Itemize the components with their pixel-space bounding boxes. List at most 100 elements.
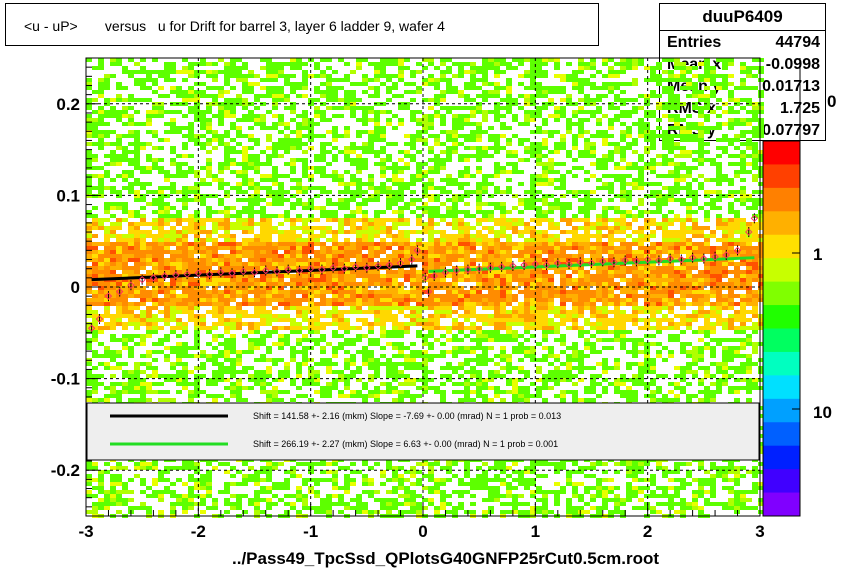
heatmap-cell — [368, 350, 374, 354]
heatmap-cell — [398, 298, 404, 302]
heatmap-cell — [266, 202, 272, 206]
heatmap-cell — [368, 282, 374, 286]
heatmap-cell — [284, 362, 290, 366]
heatmap-cell — [134, 142, 140, 146]
heatmap-cell — [392, 466, 398, 470]
heatmap-cell — [224, 182, 230, 186]
heatmap-cell — [152, 254, 158, 258]
heatmap-cell — [302, 222, 308, 226]
heatmap-cell — [332, 250, 338, 254]
heatmap-cell — [236, 302, 242, 306]
heatmap-cell — [86, 130, 92, 134]
heatmap-cell — [464, 466, 470, 470]
heatmap-cell — [206, 194, 212, 198]
heatmap-cell — [248, 378, 254, 382]
heatmap-cell — [422, 498, 428, 502]
heatmap-cell — [188, 218, 194, 222]
heatmap-cell — [464, 482, 470, 486]
heatmap-cell — [206, 486, 212, 490]
heatmap-cell — [410, 250, 416, 254]
heatmap-cell — [344, 146, 350, 150]
heatmap-cell — [356, 370, 362, 374]
heatmap-cell — [380, 282, 386, 286]
heatmap-cell — [482, 354, 488, 358]
heatmap-cell — [218, 462, 224, 466]
heatmap-cell — [410, 254, 416, 258]
heatmap-cell — [470, 78, 476, 82]
heatmap-cell — [380, 250, 386, 254]
heatmap-cell — [122, 86, 128, 90]
heatmap-cell — [332, 94, 338, 98]
heatmap-cell — [338, 178, 344, 182]
heatmap-cell — [104, 98, 110, 102]
heatmap-cell — [284, 290, 290, 294]
heatmap-cell — [290, 218, 296, 222]
heatmap-cell — [464, 314, 470, 318]
heatmap-cell — [350, 110, 356, 114]
heatmap-cell — [176, 294, 182, 298]
heatmap-cell — [458, 366, 464, 370]
heatmap-cell — [182, 494, 188, 498]
heatmap-cell — [350, 182, 356, 186]
heatmap-cell — [494, 218, 500, 222]
heatmap-cell — [218, 366, 224, 370]
heatmap-cell — [482, 334, 488, 338]
heatmap-cell — [356, 206, 362, 210]
heatmap-cell — [374, 214, 380, 218]
heatmap-cell — [188, 270, 194, 274]
heatmap-cell — [362, 462, 368, 466]
heatmap-cell — [122, 134, 128, 138]
heatmap-cell — [434, 206, 440, 210]
heatmap-cell — [386, 254, 392, 258]
heatmap-cell — [86, 126, 92, 130]
heatmap-cell — [332, 386, 338, 390]
heatmap-cell — [434, 510, 440, 514]
heatmap-cell — [218, 374, 224, 378]
heatmap-cell — [470, 486, 476, 490]
heatmap-cell — [392, 374, 398, 378]
heatmap-cell — [194, 182, 200, 186]
heatmap-cell — [422, 366, 428, 370]
heatmap-cell — [122, 238, 128, 242]
heatmap-cell — [242, 302, 248, 306]
heatmap-cell — [254, 114, 260, 118]
heatmap-cell — [278, 274, 284, 278]
heatmap-cell — [302, 462, 308, 466]
heatmap-cell — [428, 294, 434, 298]
heatmap-cell — [254, 210, 260, 214]
heatmap-cell — [350, 274, 356, 278]
heatmap-cell — [92, 462, 98, 466]
heatmap-cell — [422, 242, 428, 246]
heatmap-cell — [434, 186, 440, 190]
heatmap-cell — [362, 234, 368, 238]
heatmap-cell — [224, 346, 230, 350]
heatmap-cell — [188, 398, 194, 402]
heatmap-cell — [404, 222, 410, 226]
heatmap-cell — [356, 186, 362, 190]
heatmap-cell — [104, 262, 110, 266]
heatmap-cell — [458, 398, 464, 402]
heatmap-cell — [176, 166, 182, 170]
heatmap-cell — [374, 134, 380, 138]
heatmap-cell — [140, 166, 146, 170]
heatmap-cell — [260, 238, 266, 242]
heatmap-cell — [122, 294, 128, 298]
heatmap-cell — [380, 182, 386, 186]
heatmap-cell — [278, 230, 284, 234]
heatmap-cell — [158, 170, 164, 174]
heatmap-cell — [278, 182, 284, 186]
heatmap-cell — [344, 262, 350, 266]
heatmap-cell — [98, 286, 104, 290]
heatmap-cell — [170, 310, 176, 314]
heatmap-cell — [500, 246, 506, 250]
heatmap-cell — [128, 386, 134, 390]
heatmap-cell — [356, 294, 362, 298]
heatmap-cell — [176, 230, 182, 234]
heatmap-cell — [278, 122, 284, 126]
heatmap-cell — [284, 302, 290, 306]
heatmap-cell — [404, 322, 410, 326]
heatmap-cell — [470, 286, 476, 290]
heatmap-cell — [482, 382, 488, 386]
heatmap-cell — [482, 398, 488, 402]
heatmap-cell — [296, 306, 302, 310]
